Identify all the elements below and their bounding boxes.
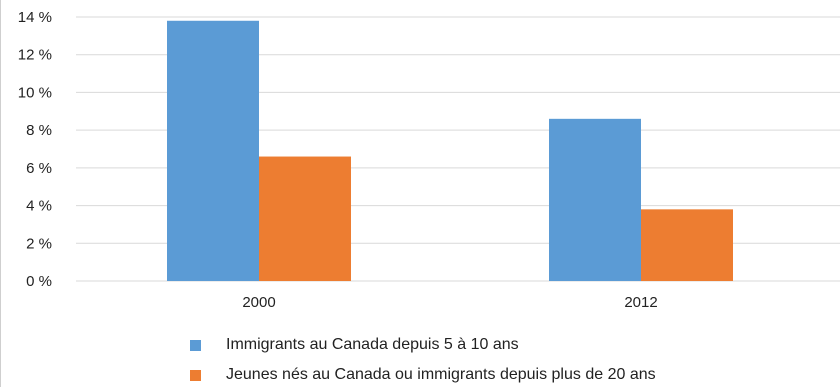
bars — [167, 20, 733, 282]
x-tick-label: 2000 — [242, 294, 275, 311]
y-tick-label: 0 % — [26, 273, 52, 290]
legend-swatch-series-2 — [190, 369, 201, 381]
legend-item-series-2: Jeunes nés au Canada ou immigrants depui… — [190, 360, 656, 390]
y-tick-label: 8 % — [26, 122, 52, 139]
bar-2012-series-1 — [549, 118, 641, 281]
y-tick-label: 4 % — [26, 198, 52, 215]
y-tick-label: 6 % — [26, 160, 52, 177]
x-axis-labels: 2000 2012 — [242, 294, 657, 311]
x-tick-label: 2012 — [624, 294, 657, 311]
chart-frame-edge — [0, 0, 1, 387]
y-tick-label: 2 % — [26, 235, 52, 252]
legend-swatch-series-1 — [190, 339, 201, 351]
bar-2000-series-2 — [259, 156, 351, 281]
bar-2012-series-2 — [641, 209, 733, 281]
y-tick-label: 10 % — [18, 84, 52, 101]
bar-2000-series-1 — [167, 20, 259, 282]
y-tick-label: 14 % — [18, 9, 52, 26]
bar-chart: 0 % 2 % 4 % 6 % 8 % 10 % 12 % 14 % 2000 2012 — [18, 9, 840, 311]
y-tick-label: 12 % — [18, 47, 52, 64]
legend: Immigrants au Canada depuis 5 à 10 ans J… — [190, 330, 656, 390]
legend-label-series-1: Immigrants au Canada depuis 5 à 10 ans — [226, 336, 519, 353]
legend-item-series-1: Immigrants au Canada depuis 5 à 10 ans — [190, 330, 656, 360]
y-axis-ticks: 0 % 2 % 4 % 6 % 8 % 10 % 12 % 14 % — [18, 9, 52, 290]
legend-label-series-2: Jeunes nés au Canada ou immigrants depui… — [226, 366, 656, 383]
